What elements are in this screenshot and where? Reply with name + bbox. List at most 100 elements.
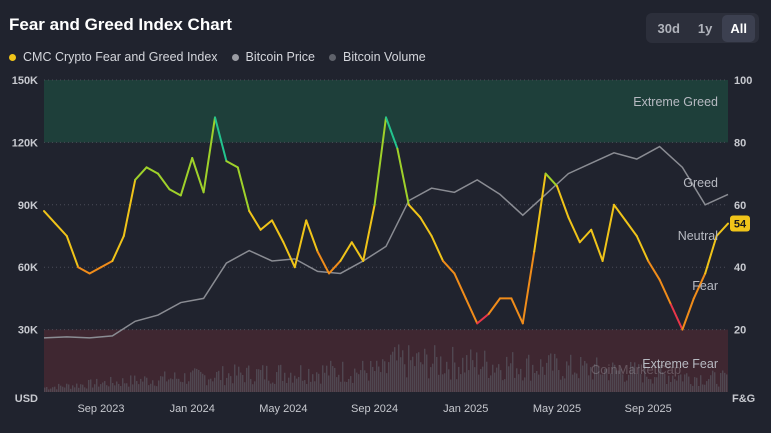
- volume-bar: [172, 379, 174, 392]
- volume-bar: [486, 361, 488, 392]
- legend-item-volume[interactable]: Bitcoin Volume: [329, 50, 426, 64]
- volume-bar: [436, 356, 438, 392]
- fng-segment: [179, 157, 194, 197]
- volume-bar: [278, 365, 280, 392]
- fng-legend-dot-icon: [9, 53, 16, 61]
- volume-bar: [192, 370, 194, 392]
- volume-bar: [442, 374, 444, 392]
- fng-segment: [168, 188, 182, 197]
- volume-bar: [632, 366, 634, 392]
- volume-bar: [432, 363, 434, 392]
- left-axis: 150K 120K 90K 60K 30K USD: [12, 75, 38, 405]
- volume-bar: [110, 376, 112, 392]
- volume-bar: [414, 366, 416, 392]
- volume-bar: [52, 387, 54, 392]
- range-all-button[interactable]: All: [722, 14, 755, 42]
- volume-bar: [160, 376, 162, 392]
- volume-bar: [60, 385, 62, 392]
- volume-bar: [706, 381, 708, 392]
- volume-bar: [198, 369, 200, 392]
- fng-segment: [305, 219, 319, 253]
- volume-bar: [328, 375, 330, 392]
- volume-bar: [366, 373, 368, 392]
- volume-bar: [358, 374, 360, 392]
- volume-bar: [672, 375, 674, 392]
- volume-bar: [722, 370, 724, 392]
- volume-bar: [552, 370, 554, 392]
- volume-bar: [462, 357, 464, 392]
- volume-bar: [542, 366, 544, 392]
- volume-bar: [500, 370, 502, 392]
- volume-bar: [574, 372, 576, 392]
- fng-segment: [624, 219, 638, 237]
- fng-segment: [122, 178, 137, 237]
- volume-bar: [452, 346, 454, 392]
- volume-bar: [514, 377, 516, 392]
- volume-bar: [464, 372, 466, 392]
- x-axis-tick-label: Sep 2024: [351, 403, 398, 415]
- volume-bar: [518, 374, 520, 392]
- volume-bar: [168, 379, 170, 392]
- volume-bar: [548, 355, 550, 392]
- fng-segment: [111, 235, 125, 262]
- volume-bar: [302, 380, 304, 392]
- volume-bar: [468, 370, 470, 392]
- right-axis: 100 80 60 40 20 F&G: [732, 75, 755, 405]
- zone-label: Extreme Greed: [633, 95, 718, 109]
- volume-bar: [570, 354, 572, 392]
- volume-bar: [674, 379, 676, 392]
- volume-bar: [142, 381, 144, 392]
- volume-bar: [642, 382, 644, 392]
- volume-bar: [266, 365, 268, 392]
- volume-bar: [416, 353, 418, 392]
- fng-segment: [248, 210, 262, 231]
- volume-bar: [248, 365, 250, 392]
- volume-bar: [726, 374, 728, 392]
- volume-bar: [590, 367, 592, 392]
- volume-bar: [634, 362, 636, 392]
- volume-bar: [132, 384, 134, 392]
- volume-bar: [262, 365, 264, 392]
- volume-bar: [346, 381, 348, 392]
- volume-bar: [66, 383, 68, 392]
- volume-bar: [92, 387, 94, 392]
- volume-bar: [270, 383, 272, 392]
- volume-bar: [420, 362, 422, 392]
- fng-segment: [362, 203, 376, 262]
- volume-bar: [492, 364, 494, 392]
- volume-bar: [152, 380, 154, 392]
- volume-bar: [586, 363, 588, 392]
- volume-bar: [124, 383, 126, 392]
- volume-bar: [196, 368, 198, 392]
- legend-item-fng[interactable]: CMC Crypto Fear and Greed Index: [9, 50, 218, 64]
- volume-bar: [610, 373, 612, 392]
- volume-bar: [456, 379, 458, 392]
- volume-bar: [352, 382, 354, 392]
- volume-bar: [120, 386, 122, 392]
- fng-segment: [225, 160, 239, 169]
- fng-segment: [385, 116, 399, 150]
- x-axis-tick-label: May 2025: [533, 403, 581, 415]
- fng-line: [43, 116, 729, 331]
- legend-item-price[interactable]: Bitcoin Price: [231, 50, 315, 64]
- volume-bar: [78, 387, 80, 392]
- volume-bar: [676, 380, 678, 392]
- volume-bar: [258, 369, 260, 392]
- x-axis-tick-label: Sep 2023: [77, 403, 124, 415]
- volume-bar: [536, 371, 538, 392]
- volume-bar: [458, 366, 460, 392]
- volume-bar: [408, 345, 410, 392]
- volume-bar: [546, 362, 548, 392]
- volume-bar: [370, 360, 372, 392]
- volume-bar: [668, 375, 670, 392]
- range-30d-button[interactable]: 30d: [657, 20, 680, 36]
- volume-bar: [182, 382, 184, 392]
- range-1y-button[interactable]: 1y: [697, 20, 713, 36]
- volume-bar: [694, 377, 696, 392]
- volume-bar: [502, 380, 504, 392]
- volume-bar: [596, 357, 598, 392]
- volume-bar: [520, 368, 522, 392]
- volume-bar: [626, 380, 628, 392]
- fng-segment: [487, 297, 501, 315]
- volume-bar: [660, 367, 662, 392]
